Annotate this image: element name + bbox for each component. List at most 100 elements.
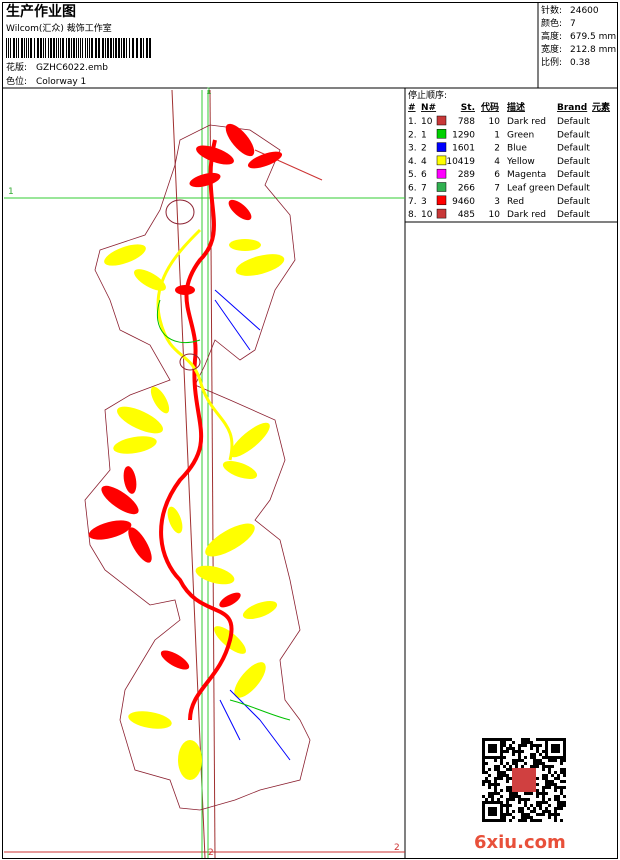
qr-cell: [524, 819, 527, 822]
stat-value: 24600: [570, 6, 599, 16]
qr-cell: [524, 816, 527, 819]
company: Wilcom(汇众) 裁饰工作室: [6, 22, 112, 34]
brand: Default: [557, 184, 590, 194]
qr-cell: [533, 762, 536, 765]
qr-cell: [485, 798, 488, 801]
qr-cell: [530, 810, 533, 813]
qr-cell: [482, 813, 485, 816]
qr-cell: [557, 744, 560, 747]
stem: [159, 139, 234, 721]
row-index: 4.: [408, 157, 417, 167]
qr-cell: [542, 777, 545, 780]
qr-cell: [494, 777, 497, 780]
qr-cell: [506, 780, 509, 783]
code: 2: [494, 144, 500, 154]
qr-cell: [560, 801, 563, 804]
qr-cell: [518, 810, 521, 813]
design-label: 花版:: [6, 61, 27, 73]
qr-cell: [512, 798, 515, 801]
qr-cell: [530, 792, 533, 795]
qr-cell: [542, 762, 545, 765]
qr-cell: [533, 819, 536, 822]
qr-cell: [482, 816, 485, 819]
swatch: [436, 142, 447, 152]
qr-cell: [509, 765, 512, 768]
qr-cell: [515, 750, 518, 753]
title: 生产作业图: [6, 3, 76, 20]
qr-cell: [506, 786, 509, 789]
qr-cell: [509, 786, 512, 789]
qr-cell: [497, 756, 500, 759]
qr-cell: [551, 813, 554, 816]
stitches: 9460: [452, 197, 475, 207]
qr-cell: [530, 741, 533, 744]
qr-cell: [521, 759, 524, 762]
qr-cell: [503, 771, 506, 774]
qr-cell: [482, 780, 485, 783]
qr-cell: [530, 816, 533, 819]
qr-cell: [527, 816, 530, 819]
qr-cell: [524, 756, 527, 759]
qr-cell: [548, 783, 551, 786]
qr-cell: [518, 798, 521, 801]
qr-cell: [500, 801, 503, 804]
qr-cell: [515, 765, 518, 768]
qr-cell: [560, 807, 563, 810]
bar: [80, 38, 81, 58]
qr-cell: [497, 771, 500, 774]
qr-cell: [521, 798, 524, 801]
bar: [73, 38, 75, 58]
qr-cell: [515, 795, 518, 798]
qr-cell: [554, 747, 557, 750]
qr-cell: [527, 798, 530, 801]
qr-cell: [482, 738, 485, 741]
qr-cell: [491, 747, 494, 750]
qr-cell: [509, 798, 512, 801]
code: 6: [494, 170, 500, 180]
stem: [214, 289, 291, 761]
qr-cell: [545, 801, 548, 804]
guide: [171, 89, 206, 859]
qr-cell: [560, 819, 563, 822]
qr-cell: [545, 777, 548, 780]
qr-cell: [524, 813, 527, 816]
qr-cell: [500, 750, 503, 753]
qr-cell: [548, 765, 551, 768]
qr-cell: [533, 756, 536, 759]
qr-cell: [563, 744, 566, 747]
qr-cell: [563, 771, 566, 774]
bar: [115, 38, 117, 58]
qr-cell: [491, 750, 494, 753]
qr-cell: [482, 819, 485, 822]
qr-cell: [497, 768, 500, 771]
qr-cell: [500, 813, 503, 816]
qr-cell: [488, 795, 491, 798]
qr-cell: [500, 753, 503, 756]
qr-cell: [560, 792, 563, 795]
bar: [28, 38, 29, 58]
qr-cell: [500, 762, 503, 765]
stitches: 10419: [446, 157, 475, 167]
needle: 6: [421, 170, 427, 180]
bar: [82, 38, 83, 58]
qr-cell: [554, 807, 557, 810]
qr-cell: [548, 798, 551, 801]
qr-cell: [518, 744, 521, 747]
qr-cell: [542, 750, 545, 753]
stitches: 266: [458, 184, 475, 194]
qr-cell: [491, 792, 494, 795]
bar: [98, 38, 100, 58]
qr-cell: [488, 768, 491, 771]
qr-cell: [491, 795, 494, 798]
qr-cell: [557, 786, 560, 789]
bar: [76, 38, 77, 58]
bar: [149, 38, 151, 58]
qr-cell: [494, 783, 497, 786]
description: Green: [507, 130, 534, 140]
qr-cell: [491, 798, 494, 801]
bar: [71, 38, 72, 58]
row-index: 8.: [408, 210, 417, 220]
qr-cell: [557, 777, 560, 780]
description: Magenta: [507, 170, 546, 180]
swatch: [436, 208, 447, 219]
